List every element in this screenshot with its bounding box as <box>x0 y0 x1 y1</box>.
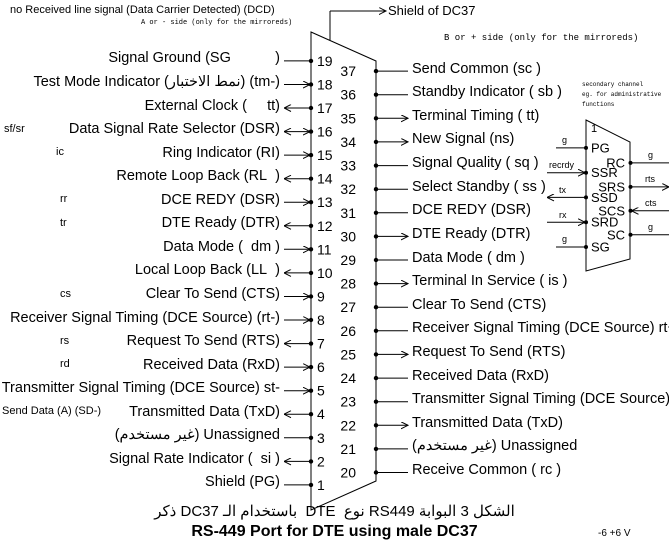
svg-text:8: 8 <box>317 312 325 328</box>
svg-text:29: 29 <box>340 252 356 268</box>
svg-text:23: 23 <box>340 394 356 410</box>
svg-text:eg. for administrative: eg. for administrative <box>582 91 662 98</box>
svg-text:34: 34 <box>340 134 356 150</box>
svg-text:2: 2 <box>317 453 325 469</box>
svg-text:tx: tx <box>559 185 567 195</box>
svg-text:3: 3 <box>317 430 325 446</box>
svg-text:recrdy: recrdy <box>549 160 575 170</box>
svg-text:12: 12 <box>317 218 333 234</box>
svg-text:g: g <box>562 135 567 145</box>
svg-text:15: 15 <box>317 147 333 163</box>
svg-text:22: 22 <box>340 417 356 433</box>
svg-text:32: 32 <box>340 181 356 197</box>
svg-text:g: g <box>648 150 653 160</box>
svg-text:20: 20 <box>340 465 356 481</box>
svg-text:functions: functions <box>582 101 615 108</box>
svg-text:g: g <box>562 234 567 244</box>
svg-text:28: 28 <box>340 276 356 292</box>
svg-text:27: 27 <box>340 299 356 315</box>
svg-text:14: 14 <box>317 171 333 187</box>
svg-text:31: 31 <box>340 205 356 221</box>
svg-text:SCS: SCS <box>598 203 625 218</box>
svg-text:26: 26 <box>340 323 356 339</box>
svg-text:35: 35 <box>340 110 356 126</box>
svg-text:7: 7 <box>317 336 325 352</box>
svg-text:SRS: SRS <box>598 179 625 194</box>
svg-text:17: 17 <box>317 100 333 116</box>
svg-text:13: 13 <box>317 194 333 210</box>
svg-text:9: 9 <box>317 289 325 305</box>
svg-text:30: 30 <box>340 228 356 244</box>
svg-text:rts: rts <box>645 174 655 184</box>
svg-text:18: 18 <box>317 77 333 93</box>
svg-text:rx: rx <box>559 210 567 220</box>
svg-text:25: 25 <box>340 346 356 362</box>
svg-text:secondary channel: secondary channel <box>582 81 644 88</box>
svg-text:SC: SC <box>607 227 625 242</box>
svg-text:4: 4 <box>317 406 325 422</box>
svg-text:37: 37 <box>340 63 356 79</box>
svg-text:21: 21 <box>340 441 356 457</box>
svg-text:10: 10 <box>317 265 333 281</box>
svg-text:1: 1 <box>591 123 597 135</box>
svg-text:g: g <box>648 222 653 232</box>
svg-text:5: 5 <box>317 383 325 399</box>
svg-text:11: 11 <box>317 241 332 257</box>
svg-text:Shield of DC37: Shield of DC37 <box>388 3 475 18</box>
svg-text:6: 6 <box>317 359 325 375</box>
svg-text:1: 1 <box>317 477 325 493</box>
svg-text:RC: RC <box>606 155 625 170</box>
svg-text:33: 33 <box>340 158 356 174</box>
svg-text:cts: cts <box>645 198 657 208</box>
svg-text:24: 24 <box>340 370 356 386</box>
svg-text:PG: PG <box>591 140 610 155</box>
svg-text:16: 16 <box>317 124 333 140</box>
svg-text:19: 19 <box>317 53 333 69</box>
svg-text:36: 36 <box>340 87 356 103</box>
